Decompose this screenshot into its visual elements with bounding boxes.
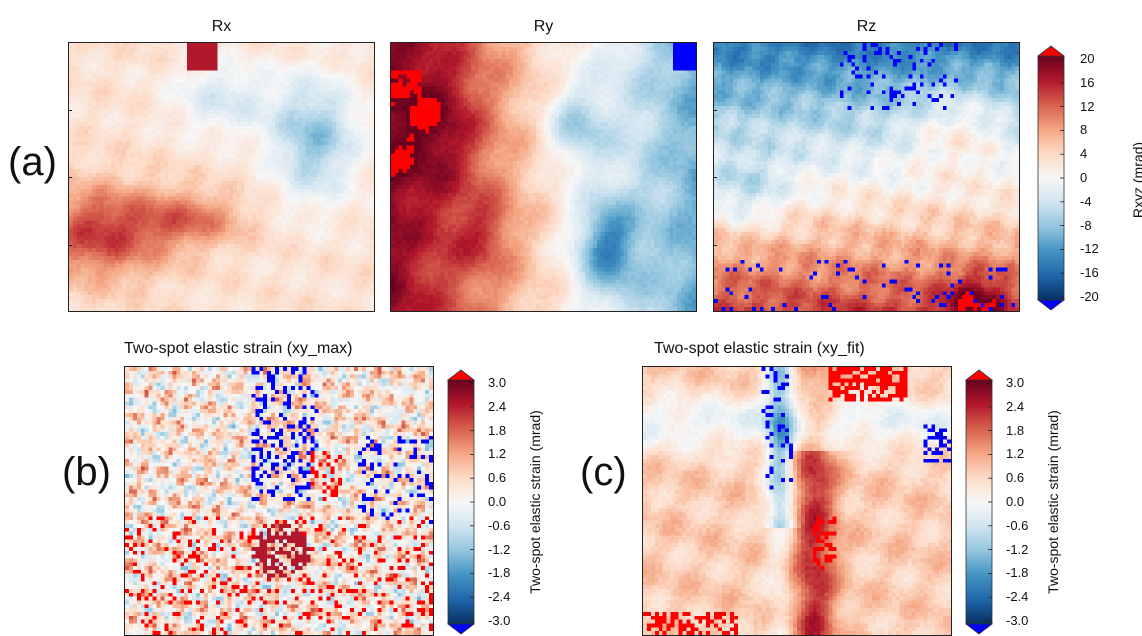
- colorbar-tick-label: 8: [1080, 122, 1088, 138]
- colorbar-tick-label: 3.0: [488, 375, 507, 390]
- colorbar-gradient: [1037, 55, 1065, 301]
- axis-tick-mark: [390, 109, 394, 111]
- axis-tick-mark: [390, 177, 394, 178]
- axis-tick-mark: [68, 109, 72, 111]
- colorbar-tick-label: -2.4: [1006, 589, 1029, 605]
- panel-title-rz: Rz: [856, 18, 877, 35]
- colorbar-tick-label: -4: [1080, 193, 1092, 209]
- colorbar-over-arrow: [446, 369, 476, 381]
- colorbar-tick-label: 16: [1080, 74, 1095, 90]
- colorbar-b-label: Two-spot elastic strain (mrad): [527, 410, 543, 594]
- colorbar-tick-label: -0.6: [1006, 517, 1029, 533]
- colorbar-tick-label: -1.2: [488, 541, 511, 557]
- colorbar-c: [964, 369, 994, 635]
- heatmap-ry: [390, 42, 697, 312]
- colorbar-gradient: [965, 379, 993, 625]
- heatmap-c: [642, 366, 952, 636]
- colorbar-tick-label: -1.8: [488, 565, 511, 581]
- colorbar-tick-label: 1.2: [488, 446, 507, 462]
- panel-title-ry: Ry: [533, 18, 554, 35]
- heatmap-rx: [68, 42, 375, 312]
- panel-b-label: (b): [62, 450, 111, 494]
- colorbar-tick-label: 1.2: [1006, 446, 1025, 462]
- colorbar-tick-label: -0.6: [488, 517, 511, 533]
- axis-tick-mark: [390, 244, 394, 246]
- colorbar-tick-label: -1.8: [1006, 565, 1029, 581]
- row-a-label: (a): [8, 140, 57, 184]
- colorbar-a-label: Rxyz (mrad): [1130, 141, 1142, 219]
- colorbar-under-arrow: [446, 623, 476, 635]
- colorbar-tick-label: 3.0: [1006, 375, 1025, 390]
- axis-tick-mark: [713, 177, 717, 178]
- colorbar-over-arrow: [1036, 45, 1066, 57]
- colorbar-b-ticks: 3.0 2.4 1.8 1.2 0.6 0.0 -0.6 -1.2 -1.8 -2.4 -3.0: [488, 375, 528, 632]
- colorbar-b: [446, 369, 476, 635]
- panel-title-rx: Rx: [211, 18, 232, 35]
- axis-tick-mark: [713, 244, 717, 246]
- colorbar-over-arrow: [964, 369, 994, 381]
- axis-tick-mark: [68, 177, 72, 178]
- colorbar-gradient: [447, 379, 475, 625]
- colorbar-tick-label: 2.4: [488, 398, 507, 414]
- colorbar-tick-label: -16: [1080, 265, 1099, 281]
- colorbar-tick-label: -1.2: [1006, 541, 1029, 557]
- panel-b-title: Two-spot elastic strain (xy_max): [124, 340, 353, 357]
- colorbar-a: [1036, 45, 1066, 311]
- axis-tick-mark: [68, 244, 72, 246]
- colorbar-tick-label: 20: [1080, 51, 1095, 66]
- colorbar-tick-label: -3.0: [1006, 613, 1029, 628]
- colorbar-tick-label: -3.0: [488, 613, 511, 628]
- colorbar-under-arrow: [1036, 299, 1066, 311]
- heatmap-b: [124, 366, 434, 636]
- colorbar-tick-label: 12: [1080, 98, 1095, 114]
- colorbar-tick-label: 2.4: [1006, 398, 1025, 414]
- heatmap-rz: [713, 42, 1020, 312]
- colorbar-tick-label: 4: [1080, 146, 1088, 162]
- axis-tick-mark: [713, 109, 717, 111]
- colorbar-tick-label: 0: [1080, 170, 1088, 185]
- colorbar-tick-label: 0.6: [488, 470, 507, 486]
- colorbar-c-label: Two-spot elastic strain (mrad): [1045, 410, 1061, 594]
- colorbar-tick-label: 0.0: [1006, 494, 1025, 509]
- colorbar-tick-label: 0.0: [488, 494, 507, 509]
- colorbar-under-arrow: [964, 623, 994, 635]
- colorbar-c-ticks: 3.0 2.4 1.8 1.2 0.6 0.0 -0.6 -1.2 -1.8 -2.4 -3.0: [1006, 375, 1046, 632]
- colorbar-tick-label: 1.8: [1006, 422, 1025, 438]
- panel-c-title: Two-spot elastic strain (xy_fit): [654, 340, 865, 357]
- colorbar-tick-label: -12: [1080, 241, 1099, 257]
- colorbar-tick-label: 0.6: [1006, 470, 1025, 486]
- colorbar-a-ticks: 20 16 12 8 4 0 -4 -8 -12 -16 -20: [1080, 51, 1120, 308]
- colorbar-tick-label: -8: [1080, 217, 1092, 233]
- colorbar-tick-label: 1.8: [488, 422, 507, 438]
- panel-c-label: (c): [580, 450, 627, 494]
- colorbar-tick-label: -2.4: [488, 589, 511, 605]
- colorbar-tick-label: -20: [1080, 289, 1099, 304]
